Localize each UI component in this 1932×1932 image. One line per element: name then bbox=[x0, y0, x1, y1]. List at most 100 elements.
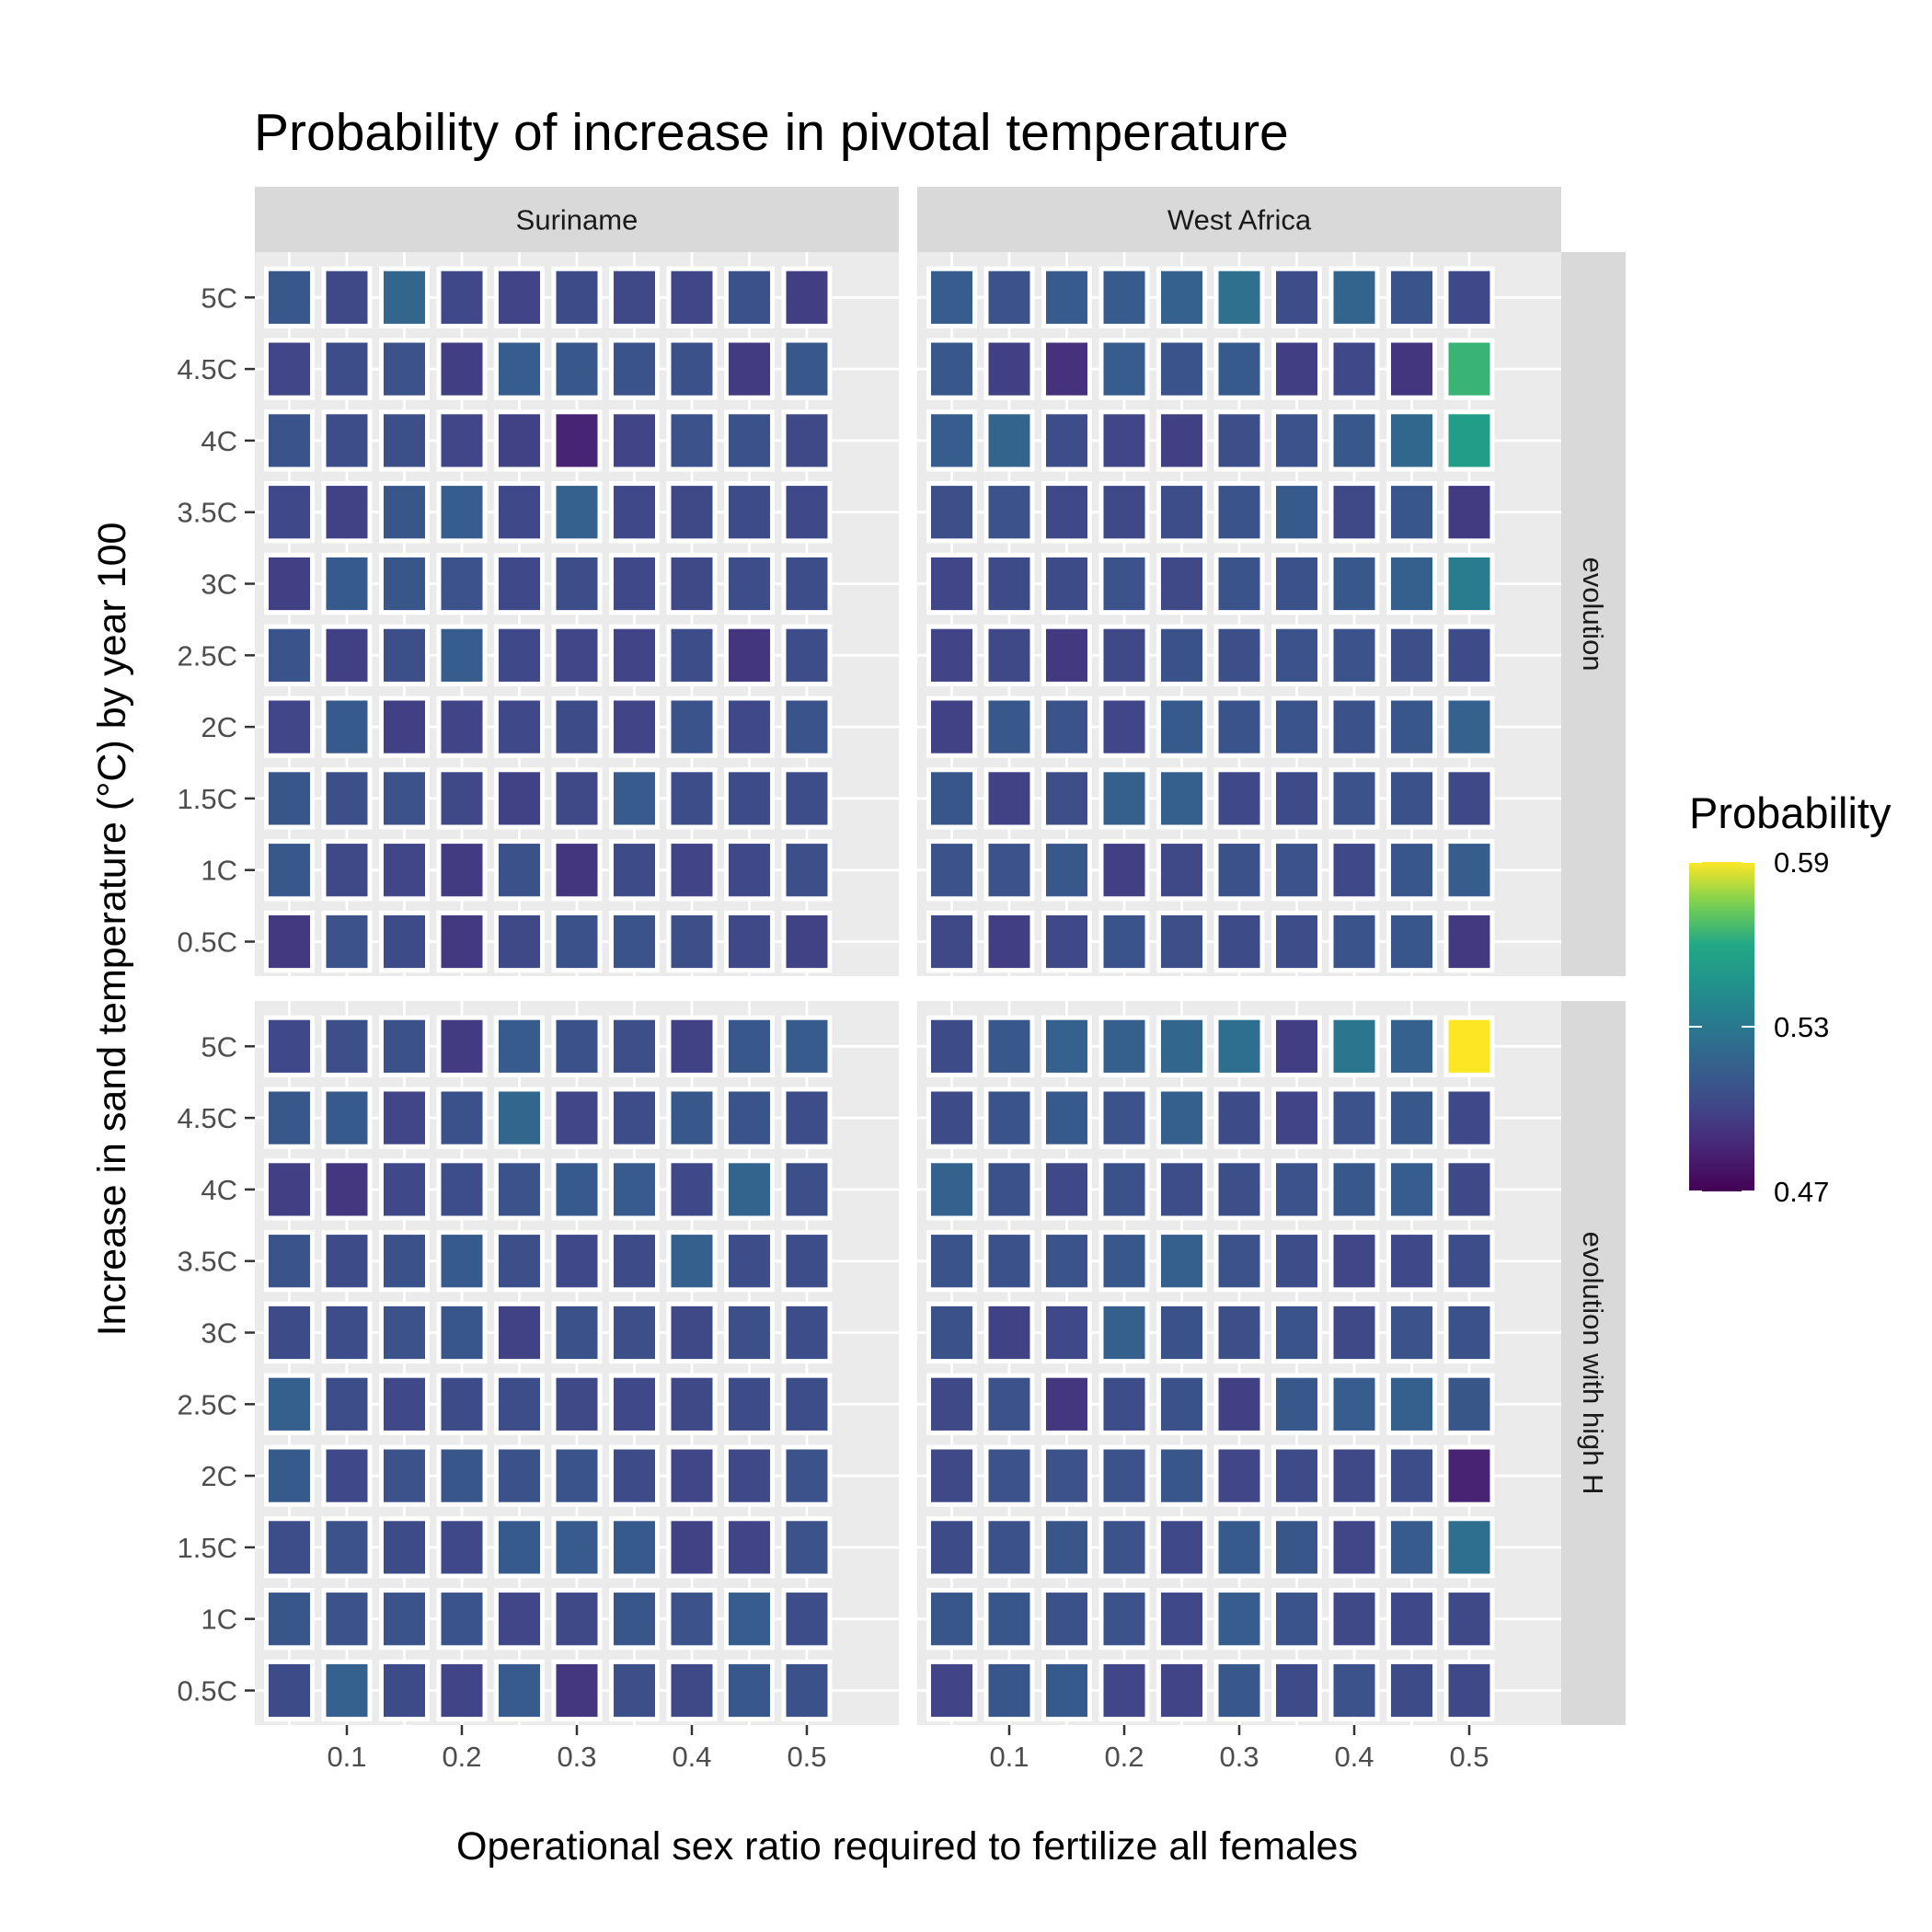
heatmap-tile bbox=[1098, 266, 1150, 328]
heatmap-tile bbox=[551, 1087, 603, 1149]
heatmap-tile bbox=[609, 1301, 660, 1364]
panel-suriname-evolution: 0.5C 1C 1.5C 2C 2.5C 3C 3.5C 4C 4.5C 5C bbox=[178, 252, 899, 976]
y-tick-label: 1C bbox=[201, 855, 237, 887]
heatmap-tile bbox=[781, 767, 833, 830]
heatmap-tile bbox=[983, 1444, 1035, 1507]
heatmap-tile bbox=[1328, 696, 1380, 758]
heatmap-tile bbox=[609, 1588, 660, 1650]
heatmap-tile bbox=[666, 624, 718, 686]
heatmap-tile bbox=[724, 409, 775, 472]
heatmap-tile bbox=[666, 409, 718, 472]
heatmap-tile bbox=[551, 624, 603, 686]
x-tick-label: 0.3 bbox=[1219, 1741, 1259, 1773]
y-axis-title: Increase in sand temperature (°C) by yea… bbox=[90, 523, 134, 1337]
heatmap-tile bbox=[551, 696, 603, 758]
heatmap-tile bbox=[1156, 1444, 1207, 1507]
legend-break-label: 0.53 bbox=[1774, 1011, 1829, 1043]
heatmap-tile bbox=[1098, 1230, 1150, 1293]
heatmap-tile bbox=[321, 481, 373, 544]
heatmap-tile bbox=[926, 1230, 977, 1293]
heatmap-tile bbox=[983, 910, 1035, 973]
heatmap-tile bbox=[436, 1444, 488, 1507]
heatmap-tile bbox=[379, 552, 430, 615]
heatmap-tile bbox=[609, 1444, 660, 1507]
heatmap-tile bbox=[1271, 1516, 1322, 1579]
heatmap-tile bbox=[724, 1015, 775, 1077]
heatmap-tile bbox=[264, 1158, 315, 1221]
heatmap-tile bbox=[1328, 1301, 1380, 1364]
heatmap-tile bbox=[926, 910, 977, 973]
heatmap-tile bbox=[666, 767, 718, 830]
heatmap-tile bbox=[1156, 338, 1207, 400]
heatmap-tile bbox=[1156, 696, 1207, 758]
x-tick-label: 0.2 bbox=[1104, 1741, 1144, 1773]
heatmap-tile bbox=[781, 266, 833, 328]
heatmap-tile bbox=[1041, 266, 1092, 328]
heatmap-tile bbox=[1271, 1588, 1322, 1650]
heatmap-tile bbox=[666, 1588, 718, 1650]
heatmap-tile bbox=[321, 1588, 373, 1650]
heatmap-tile bbox=[436, 1516, 488, 1579]
heatmap-tile bbox=[926, 1015, 977, 1077]
heatmap-tile bbox=[1213, 767, 1265, 830]
heatmap-tile bbox=[436, 266, 488, 328]
heatmap-tile bbox=[436, 1230, 488, 1293]
facet-strip-west-africa: West Africa bbox=[917, 187, 1561, 252]
heatmap-tile bbox=[436, 481, 488, 544]
heatmap-tile bbox=[781, 1301, 833, 1364]
heatmap-tile bbox=[781, 1588, 833, 1650]
heatmap-tile bbox=[1213, 1659, 1265, 1722]
heatmap-tile bbox=[379, 1230, 430, 1293]
heatmap-tile bbox=[724, 1301, 775, 1364]
heatmap-tile bbox=[781, 1373, 833, 1435]
heatmap-tile bbox=[1098, 1158, 1150, 1221]
heatmap-tile bbox=[1386, 1087, 1437, 1149]
heatmap-tile bbox=[1386, 266, 1437, 328]
heatmap-tile bbox=[494, 767, 545, 830]
heatmap-tile bbox=[1271, 1230, 1322, 1293]
y-tick-label: 0.5C bbox=[178, 1675, 237, 1708]
heatmap-tile bbox=[379, 409, 430, 472]
y-tick-label: 0.5C bbox=[178, 926, 237, 959]
heatmap-tile bbox=[609, 1230, 660, 1293]
heatmap-tile bbox=[666, 1301, 718, 1364]
heatmap-tile bbox=[551, 338, 603, 400]
heatmap-tile bbox=[551, 266, 603, 328]
heatmap-tile bbox=[379, 266, 430, 328]
heatmap-tile bbox=[264, 409, 315, 472]
heatmap-tile bbox=[1328, 1444, 1380, 1507]
heatmap-tile bbox=[1213, 1158, 1265, 1221]
heatmap-tile bbox=[1443, 1373, 1495, 1435]
heatmap-tile bbox=[1098, 910, 1150, 973]
heatmap-tile bbox=[264, 624, 315, 686]
heatmap-tile bbox=[1328, 1015, 1380, 1077]
x-axis-title: Operational sex ratio required to fertil… bbox=[456, 1824, 1358, 1869]
x-tick-label: 0.1 bbox=[989, 1741, 1029, 1773]
heatmap-tile bbox=[321, 338, 373, 400]
heatmap-tile bbox=[666, 552, 718, 615]
heatmap-tile bbox=[321, 624, 373, 686]
heatmap-tile bbox=[379, 624, 430, 686]
heatmap-tile bbox=[321, 1373, 373, 1435]
y-tick-label: 4.5C bbox=[178, 353, 237, 385]
heatmap-tile bbox=[724, 338, 775, 400]
heatmap-tile bbox=[983, 266, 1035, 328]
heatmap-tile bbox=[494, 839, 545, 902]
heatmap-tile bbox=[666, 1373, 718, 1435]
heatmap-tile bbox=[1213, 624, 1265, 686]
heatmap-tile bbox=[1041, 1230, 1092, 1293]
heatmap-tile bbox=[1156, 481, 1207, 544]
heatmap-tile bbox=[1041, 624, 1092, 686]
heatmap-tile bbox=[436, 1588, 488, 1650]
heatmap-tile bbox=[724, 1588, 775, 1650]
heatmap-tile bbox=[436, 409, 488, 472]
heatmap-tile bbox=[264, 1373, 315, 1435]
heatmap-tile bbox=[1213, 1444, 1265, 1507]
heatmap-tile bbox=[1386, 481, 1437, 544]
heatmap-tile bbox=[609, 839, 660, 902]
x-tick-label: 0.3 bbox=[557, 1741, 596, 1773]
heatmap-tile bbox=[1156, 266, 1207, 328]
heatmap-tile bbox=[1328, 767, 1380, 830]
heatmap-tile bbox=[1098, 624, 1150, 686]
heatmap-tile bbox=[983, 552, 1035, 615]
